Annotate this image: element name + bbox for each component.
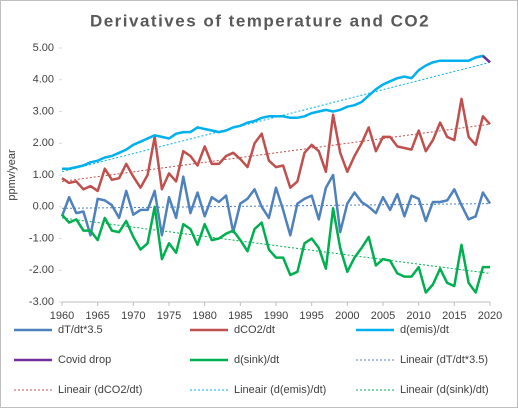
trend-line	[61, 203, 491, 209]
x-tick-label: 1990	[264, 310, 288, 322]
series-line	[62, 54, 491, 170]
legend-label: dCO2/dt	[234, 324, 275, 336]
y-tick-label: -3.00	[29, 296, 54, 308]
x-tick-label: 2010	[406, 310, 430, 322]
y-tick-label: 3.00	[33, 105, 54, 117]
x-tick-label: 1970	[121, 310, 145, 322]
x-tick-label: 1995	[299, 310, 323, 322]
legend-label: d(sink)/dt	[234, 354, 279, 366]
series-line	[482, 54, 491, 64]
y-axis-label: ppmv/year	[6, 149, 18, 201]
x-tick-label: 1960	[50, 310, 74, 322]
y-tick-label: 4.00	[33, 74, 54, 86]
x-tick-label: 2020	[478, 310, 502, 322]
legend-label: Lineair (d(emis)/dt)	[234, 384, 326, 396]
y-tick-label: -1.00	[29, 232, 54, 244]
x-tick-label: 1985	[228, 310, 252, 322]
series-line	[61, 205, 490, 294]
legend-label: Lineair (d(sink)/dt)	[400, 384, 489, 396]
x-tick-label: 1965	[85, 310, 109, 322]
y-tick-label: -2.00	[29, 264, 54, 276]
legend-label: d(emis)/dt	[400, 324, 449, 336]
legend-label: Covid drop	[58, 354, 111, 366]
y-tick-label: 0.00	[33, 201, 54, 213]
x-tick-label: 2000	[335, 310, 359, 322]
series-line	[60, 173, 492, 237]
chart-title: Derivatives of temperature and CO2	[90, 11, 430, 30]
y-tick-label: 5.00	[33, 42, 54, 54]
legend-label: dT/dt*3.5	[58, 324, 103, 336]
y-tick-label: 2.00	[33, 137, 54, 149]
x-tick-label: 2005	[371, 310, 395, 322]
x-tick-label: 2015	[442, 310, 466, 322]
y-tick-label: 1.00	[33, 169, 54, 181]
legend-label: Lineair (dCO2/dt)	[58, 384, 142, 396]
x-tick-label: 1975	[157, 310, 181, 322]
series-line	[61, 97, 491, 193]
legend-label: Lineair (dT/dt*3.5)	[400, 354, 488, 366]
x-tick-label: 1980	[192, 310, 216, 322]
